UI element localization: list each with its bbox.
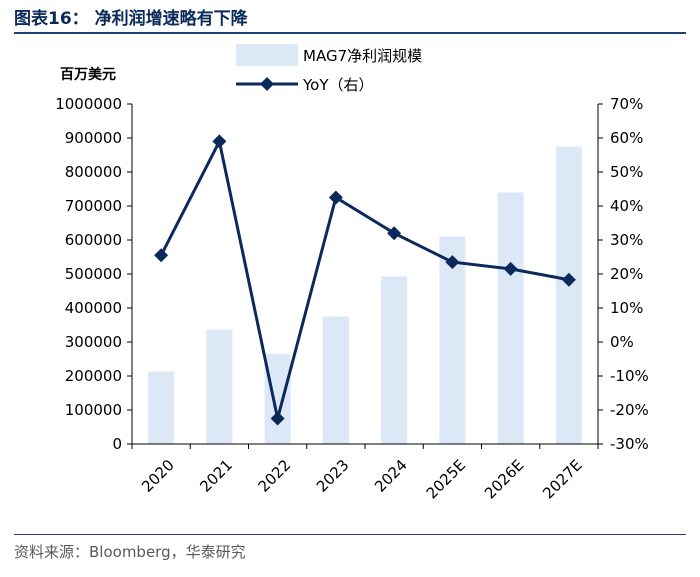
right-tick-label: 40% [610,197,643,215]
x-tick-label: 2021 [196,456,236,496]
bar-2022 [264,353,291,444]
left-tick-label: 700000 [65,197,122,215]
left-tick-label: 300000 [65,333,122,351]
legend-line-label: YoY（右） [302,76,374,94]
bar-2025E [439,236,466,444]
yoy-point-2020 [154,248,169,263]
yoy-point-2024 [387,226,402,241]
bar-2023 [322,316,349,444]
bar-2021 [206,329,233,444]
x-tick-label: 2026E [481,456,527,502]
yoy-point-2025E [445,255,460,270]
left-tick-label: 900000 [65,129,122,147]
right-tick-label: 50% [610,163,643,181]
yoy-line [159,136,570,419]
bar-2026E [497,192,524,444]
x-tick-label: 2024 [371,456,411,496]
yoy-point-2021 [212,134,227,149]
yoy-point-2022 [270,411,285,426]
legend-bar-label: MAG7净利润规模 [303,47,422,65]
bar-2024 [381,276,408,444]
right-tick-label: 10% [610,299,643,317]
right-tick-label: -10% [610,367,649,385]
left-tick-label: 500000 [65,265,122,283]
chart: 0 100000 200000 300000 400000 500000 600000 700… [55,44,649,502]
left-tick-label: 800000 [65,163,122,181]
x-tick-label: 2020 [138,456,178,496]
right-tick-label: 60% [610,129,643,147]
left-tick-label: 0 [112,435,122,453]
right-tick-label: -20% [610,401,649,419]
right-tick-label: 20% [610,265,643,283]
yoy-point-2027E [561,272,576,287]
right-tick-label: 0% [610,333,634,351]
title-rule [14,32,686,34]
x-tick-label: 2027E [539,456,585,502]
left-tick-label: 1000000 [55,95,122,113]
bar-2027E [555,146,582,444]
left-axis-unit: 百万美元 [60,66,116,83]
left-tick-label: 200000 [65,367,122,385]
right-tick-label: 30% [610,231,643,249]
source-rule [14,534,686,535]
source-note: 资料来源：Bloomberg，华泰研究 [14,543,246,561]
left-tick-label: 100000 [65,401,122,419]
left-tick-label: 400000 [65,299,122,317]
bar-2020 [148,371,175,444]
right-tick-label: 70% [610,95,643,113]
x-tick-label: 2023 [313,456,353,496]
yoy-point-2023 [328,190,343,205]
x-tick-label: 2022 [255,456,295,496]
left-tick-label: 600000 [65,231,122,249]
legend-bar-swatch [236,44,298,66]
yoy-point-2026E [503,261,518,276]
right-tick-label: -30% [610,435,649,453]
chart-title: 图表16： 净利润增速略有下降 [14,9,248,29]
x-tick-label: 2025E [423,456,469,502]
legend-line-marker [260,77,274,91]
